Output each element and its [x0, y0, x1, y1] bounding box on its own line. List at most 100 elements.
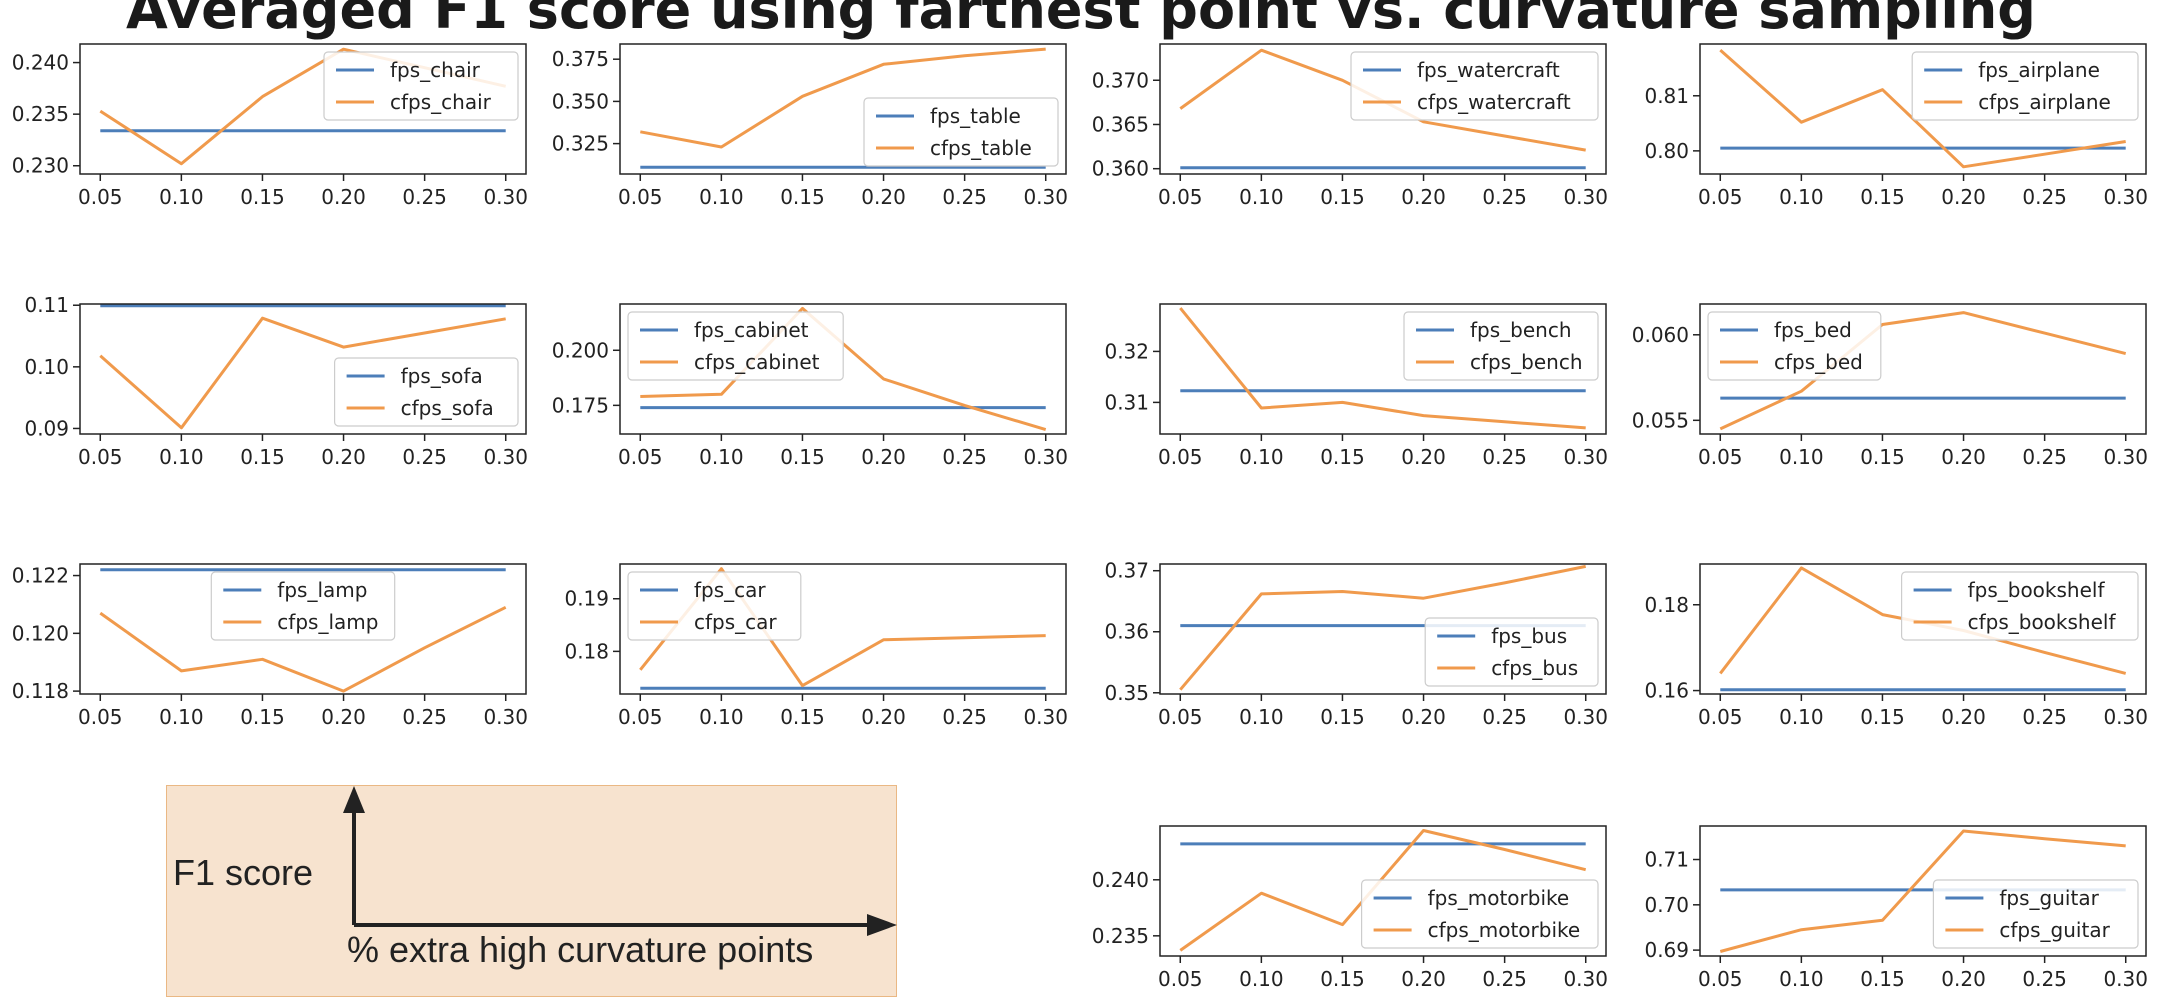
x-tick-label: 0.05: [618, 445, 663, 469]
y-tick-label: 0.120: [12, 621, 69, 645]
legend-frame: [1911, 51, 2139, 121]
y-tick-label: 0.200: [552, 338, 609, 362]
x-tick-label: 0.30: [1023, 445, 1068, 469]
key-ylabel: F1 score: [173, 852, 314, 893]
x-tick-label: 0.10: [1239, 967, 1284, 991]
x-tick-label: 0.15: [1860, 967, 1905, 991]
plot-frame: [619, 563, 1067, 695]
legend: fps_car cfps_car: [627, 571, 802, 641]
legend-label: cfps_motorbike: [1428, 918, 1581, 942]
x-tick-label: 0.15: [1320, 967, 1365, 991]
y-tick-label: 0.32: [1104, 339, 1149, 363]
series-line-cfps_bench: [1179, 307, 1586, 430]
legend-label: fps_bench: [1470, 318, 1572, 342]
legend-label: fps_car: [694, 578, 766, 602]
legend-label: cfps_sofa: [401, 396, 494, 420]
x-tick-label: 0.25: [942, 445, 987, 469]
chart-bench: 0.31 0.32 0.05 0.10 0.15 0.20 0.25 0.30 fps_benc…: [1104, 303, 1608, 469]
y-tick-label: 0.122: [12, 564, 69, 588]
x-tick-label: 0.20: [321, 705, 366, 729]
legend-label: fps_sofa: [401, 364, 483, 388]
legend-frame: [1900, 571, 2139, 641]
y-tick-label: 0.055: [1632, 408, 1689, 432]
chart-airplane: 0.80 0.81 0.05 0.10 0.15 0.20 0.25 0.30 fps_airp…: [1644, 43, 2148, 209]
legend-label: cfps_cabinet: [694, 350, 820, 374]
x-tick-label: 0.30: [483, 445, 528, 469]
x-tick-label: 0.20: [1941, 967, 1986, 991]
x-tick-label: 0.30: [2103, 445, 2148, 469]
legend: fps_table cfps_table: [863, 97, 1059, 167]
axis-key-box: F1 score % extra high curvature points: [166, 785, 897, 997]
legend-label: fps_guitar: [1999, 886, 2099, 910]
legend-label: cfps_car: [694, 610, 777, 634]
y-tick-label: 0.10: [24, 355, 69, 379]
legend-label: cfps_lamp: [277, 610, 378, 634]
legend: fps_bus cfps_bus: [1424, 617, 1599, 687]
y-tick-label: 0.69: [1644, 938, 1689, 962]
x-tick-label: 0.30: [483, 185, 528, 209]
x-tick-label: 0.20: [321, 445, 366, 469]
x-tick-label: 0.10: [159, 445, 204, 469]
x-tick-label: 0.25: [1482, 967, 1527, 991]
x-tick-label: 0.15: [780, 445, 825, 469]
legend-label: fps_table: [930, 104, 1021, 128]
series-line-cfps_motorbike: [1179, 829, 1587, 952]
legend-label: cfps_airplane: [1978, 90, 2111, 114]
x-tick-label: 0.20: [1401, 185, 1446, 209]
legend-label: fps_bookshelf: [1968, 578, 2106, 602]
x-tick-label: 0.25: [402, 445, 447, 469]
x-tick-label: 0.15: [780, 705, 825, 729]
chart-table: 0.325 0.350 0.375 0.05 0.10 0.15 0.20 0.25 0.30 f…: [552, 43, 1068, 209]
legend-label: cfps_bus: [1491, 656, 1578, 680]
chart-bus: 0.35 0.36 0.37 0.05 0.10 0.15 0.20 0.25 0.30 fps_…: [1104, 559, 1608, 729]
x-tick-label: 0.15: [1860, 185, 1905, 209]
legend-frame: [627, 311, 844, 381]
x-tick-label: 0.15: [1860, 705, 1905, 729]
y-tick-label: 0.70: [1644, 893, 1689, 917]
x-tick-label: 0.05: [78, 445, 123, 469]
x-tick-label: 0.20: [861, 185, 906, 209]
x-tick-label: 0.25: [1482, 185, 1527, 209]
legend-label: cfps_bookshelf: [1968, 610, 2117, 634]
series-line-cfps_lamp: [99, 605, 507, 693]
x-tick-label: 0.10: [1239, 445, 1284, 469]
y-tick-label: 0.37: [1104, 559, 1149, 583]
y-tick-label: 0.80: [1644, 139, 1689, 163]
chart-bookshelf: 0.16 0.18 0.05 0.10 0.15 0.20 0.25 0.30 fps_book…: [1644, 563, 2148, 729]
y-tick-label: 0.35: [1104, 681, 1149, 705]
plot-frame: [619, 43, 1067, 175]
x-tick-label: 0.05: [78, 185, 123, 209]
axis-key-arrows: [343, 786, 897, 936]
x-tick-label: 0.25: [942, 705, 987, 729]
plot-frame: [1699, 825, 2147, 957]
legend: fps_watercraft cfps_watercraft: [1350, 51, 1599, 121]
x-tick-label: 0.15: [1320, 445, 1365, 469]
x-tick-label: 0.20: [1401, 705, 1446, 729]
y-tick-label: 0.240: [12, 51, 69, 75]
legend: fps_airplane cfps_airplane: [1911, 51, 2139, 121]
legend-label: cfps_bed: [1774, 350, 1863, 374]
x-tick-label: 0.05: [1158, 705, 1203, 729]
y-arrowhead-icon: [343, 786, 365, 813]
x-tick-label: 0.05: [1158, 967, 1203, 991]
legend-label: fps_bus: [1491, 624, 1567, 648]
plot-frame: [79, 563, 527, 695]
y-tick-label: 0.71: [1644, 848, 1689, 872]
x-tick-label: 0.10: [1779, 967, 1824, 991]
legend-label: fps_lamp: [277, 578, 367, 602]
legend-label: fps_cabinet: [694, 318, 809, 342]
x-tick-label: 0.10: [699, 445, 744, 469]
series-line-cfps_guitar: [1719, 829, 2126, 953]
chart-sofa: 0.09 0.10 0.11 0.05 0.10 0.15 0.20 0.25 0.30 fps_…: [24, 293, 528, 469]
legend-label: cfps_guitar: [1999, 918, 2110, 942]
x-tick-label: 0.05: [78, 705, 123, 729]
x-tick-label: 0.30: [1023, 185, 1068, 209]
series-line-cfps_table: [640, 47, 1046, 149]
plot-frame: [619, 303, 1067, 435]
x-tick-label: 0.15: [1860, 445, 1905, 469]
y-tick-label: 0.240: [1092, 868, 1149, 892]
legend: fps_bench cfps_bench: [1403, 311, 1599, 381]
x-tick-label: 0.15: [1320, 185, 1365, 209]
plot-frame: [1159, 303, 1607, 435]
